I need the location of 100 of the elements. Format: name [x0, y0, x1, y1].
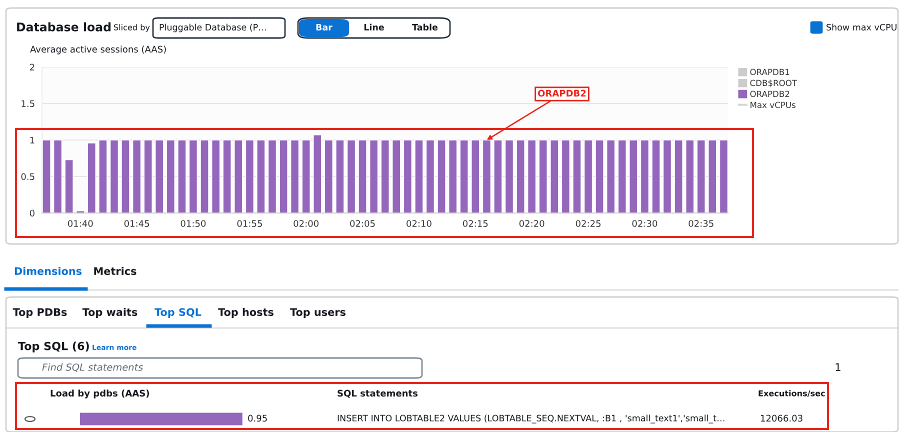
bar: [53, 140, 62, 213]
bar: [662, 140, 672, 213]
bar: [312, 134, 322, 213]
x-tick-label: 02:05: [350, 220, 375, 227]
bar: [256, 140, 266, 213]
bar: [222, 140, 232, 213]
bar: [358, 140, 367, 213]
bar: [166, 140, 176, 213]
y-tick-label: 1.5: [22, 100, 34, 108]
legend-label: ORAPDB2: [750, 90, 790, 98]
text: Top users: [290, 308, 346, 318]
x-tick-label: 02:15: [462, 220, 488, 227]
text: Bar: [316, 24, 332, 31]
y-tick-label: 2: [30, 64, 34, 70]
bar: [708, 140, 717, 213]
bar: [268, 140, 277, 213]
x-tick-label: 01:55: [237, 220, 262, 227]
bar: [234, 140, 243, 213]
bar: [403, 140, 412, 213]
y-axis-title: Average active sessions (AAS): [30, 46, 166, 54]
bar: [493, 140, 502, 213]
bar: [460, 140, 469, 213]
text: 1: [836, 363, 840, 371]
bar: [414, 140, 424, 213]
bar: [696, 140, 706, 213]
text: Executions/sec: [758, 390, 825, 397]
bar: [572, 140, 582, 213]
text: Metrics: [94, 266, 136, 276]
data-label: 0.95: [248, 414, 267, 422]
bar: [538, 140, 548, 213]
text: Load by pdbs (AAS): [50, 390, 149, 398]
y-tick-label: 1: [30, 136, 34, 144]
bar: [178, 140, 186, 213]
x-tick-label: 02:25: [576, 220, 601, 227]
bar: [98, 140, 108, 213]
bar: [87, 142, 96, 213]
text: Top SQL (6): [18, 342, 89, 352]
annotation: ORAPDB2: [538, 90, 586, 97]
bar: [674, 140, 684, 213]
bar: [550, 140, 559, 213]
text: SQL statements: [338, 390, 418, 398]
bar: [426, 140, 435, 213]
x-tick-label: 02:00: [294, 220, 319, 227]
text: Top waits: [82, 308, 138, 318]
bar: [719, 140, 728, 213]
bar: [200, 140, 209, 213]
bar: [42, 140, 52, 213]
bar: [346, 140, 356, 213]
text: INSERT INTO LOBTABLE2 VALUES (LOBTABLE_SEQ.NEXTVAL, :B1 , 'small_text1','small_t…: [338, 414, 724, 424]
bar: [584, 140, 593, 213]
bar: [504, 140, 514, 213]
bar: [561, 140, 570, 213]
bar: [380, 140, 390, 213]
x-tick-label: 01:45: [124, 220, 150, 227]
bar: [245, 140, 254, 213]
bar: [132, 140, 142, 213]
bar: [516, 140, 526, 213]
bar: [154, 140, 164, 213]
text: Top PDBs: [12, 308, 67, 318]
bar: [110, 140, 119, 213]
bar: [652, 140, 660, 213]
x-tick-label: 01:40: [68, 220, 93, 227]
text: Line: [364, 24, 384, 31]
text: 12066.03: [760, 414, 802, 422]
bar: [279, 140, 288, 213]
bar: [211, 140, 220, 213]
bar: [290, 140, 300, 213]
text: Table: [412, 24, 438, 31]
text: Dimensions: [14, 266, 82, 276]
bar: [336, 140, 344, 213]
x-tick-label: 02:10: [406, 220, 432, 227]
legend-label: Max vCPUs: [750, 102, 796, 108]
y-tick-label: 0.5: [21, 173, 34, 180]
bar: [369, 140, 378, 213]
bar: [144, 140, 153, 213]
text: Find SQL statements: [42, 363, 143, 372]
bar: [595, 140, 604, 213]
text: Top SQL: [154, 308, 202, 318]
chart-title: Database load: [17, 22, 111, 32]
x-tick-label: 02:35: [688, 220, 714, 227]
text: Pluggable Database (P…: [160, 24, 266, 32]
bar: [437, 140, 446, 213]
x-tick-label: 02:30: [632, 220, 658, 227]
bar: [482, 140, 492, 213]
x-tick-label: 01:50: [180, 220, 206, 227]
bar: [188, 140, 198, 213]
bar: [640, 140, 650, 213]
bar: [121, 140, 130, 213]
y-tick-label: 0: [30, 210, 34, 217]
bar: [324, 140, 334, 213]
bar: [448, 140, 458, 213]
text: Show max vCPU: [826, 24, 896, 31]
bar: [64, 159, 74, 213]
bar: [618, 140, 627, 213]
legend-label: CDB$ROOT: [750, 80, 798, 88]
bar: [628, 140, 638, 213]
bar: [527, 140, 536, 213]
text: Top hosts: [218, 308, 274, 318]
bar: [470, 140, 480, 213]
bar: [392, 140, 401, 213]
